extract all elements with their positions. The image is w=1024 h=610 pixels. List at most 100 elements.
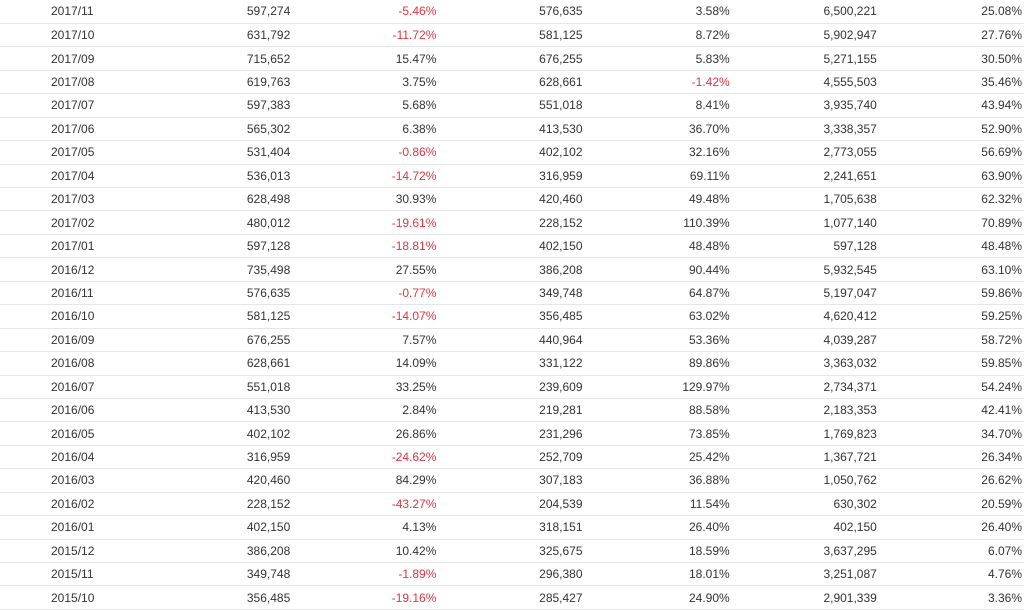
total-cell: 6,500,221	[823, 4, 877, 19]
change-cell: -5.46%	[398, 4, 437, 19]
change-cell: -1.89%	[398, 567, 437, 582]
table-row: 2017/02 480,012 -19.61% 228,152 110.39% 1,077…	[0, 211, 1024, 235]
change-cell: 53.36%	[688, 332, 730, 347]
month-cell: 2017/03	[51, 192, 95, 207]
month-cell: 2015/11	[51, 567, 94, 582]
value-cell: 581,125	[246, 309, 291, 324]
total-cell: 5,197,047	[823, 285, 877, 300]
change-cell: 5.68%	[402, 98, 437, 113]
total-cell: 1,050,762	[823, 473, 877, 488]
change-cell: 59.86%	[981, 285, 1022, 300]
value-cell: 420,460	[246, 473, 291, 488]
change-cell: 7.57%	[402, 332, 437, 347]
value-cell: 581,125	[539, 28, 583, 43]
change-cell: 3.75%	[402, 75, 437, 90]
change-cell: 3.36%	[987, 590, 1022, 605]
change-cell: 36.88%	[688, 473, 730, 488]
change-cell: 30.50%	[981, 51, 1022, 66]
change-cell: -11.72%	[392, 28, 437, 43]
table-row: 2016/11 576,635 -0.77% 349,748 64.87% 5,197,0…	[0, 281, 1024, 305]
change-cell: 25.42%	[688, 450, 730, 465]
value-cell: 576,635	[539, 4, 583, 19]
change-cell: -0.86%	[398, 145, 437, 160]
change-cell: -14.72%	[391, 168, 437, 183]
table-row: 2016/10 581,125 -14.07% 356,485 63.02% 4,620,…	[0, 305, 1024, 329]
value-cell: 565,302	[246, 121, 291, 136]
table-row: 2017/06 565,302 6.38% 413,530 36.70% 3,338,35…	[0, 117, 1024, 141]
month-cell: 2017/02	[51, 215, 95, 230]
table-row: 2015/10 356,485 -19.16% 285,427 24.90% 2,901,…	[0, 586, 1024, 610]
value-cell: 597,128	[246, 239, 291, 254]
month-cell: 2017/08	[51, 75, 95, 90]
change-cell: 89.86%	[688, 356, 730, 371]
change-cell: 90.44%	[688, 262, 730, 277]
change-cell: 15.47%	[395, 51, 437, 66]
change-cell: 24.90%	[688, 590, 730, 605]
change-cell: 59.25%	[981, 309, 1022, 324]
total-cell: 3,935,740	[823, 98, 877, 113]
month-cell: 2015/12	[51, 543, 95, 558]
value-cell: 349,748	[246, 567, 291, 582]
value-cell: 204,539	[539, 496, 583, 511]
value-cell: 536,013	[246, 168, 291, 183]
value-cell: 316,959	[246, 450, 291, 465]
change-cell: 48.48%	[688, 239, 730, 254]
total-cell: 5,271,155	[823, 51, 877, 66]
value-cell: 628,498	[246, 192, 291, 207]
table-row: 2016/09 676,255 7.57% 440,964 53.36% 4,039,28…	[0, 328, 1024, 352]
value-cell: 631,792	[246, 28, 291, 43]
value-cell: 285,427	[539, 590, 583, 605]
total-cell: 2,183,353	[823, 403, 877, 418]
month-cell: 2016/10	[51, 309, 95, 324]
change-cell: 110.39%	[683, 215, 730, 230]
value-cell: 531,404	[246, 145, 291, 160]
change-cell: 33.25%	[395, 379, 437, 394]
change-cell: 58.72%	[981, 332, 1022, 347]
value-cell: 386,208	[246, 543, 291, 558]
change-cell: 8.41%	[695, 98, 730, 113]
change-cell: 70.89%	[981, 215, 1022, 230]
total-cell: 3,637,295	[823, 543, 877, 558]
change-cell: 84.29%	[395, 473, 437, 488]
value-cell: 413,530	[246, 403, 291, 418]
change-cell: 69.11%	[689, 168, 730, 183]
change-cell: -1.42%	[691, 75, 730, 90]
change-cell: 64.87%	[688, 285, 730, 300]
change-cell: 52.90%	[981, 121, 1022, 136]
table-row: 2015/11 349,748 -1.89% 296,380 18.01% 3,251,0…	[0, 563, 1024, 586]
total-cell: 597,128	[833, 239, 877, 254]
table-row: 2017/11 597,274 -5.46% 576,635 3.58% 6,500,22…	[0, 0, 1024, 24]
value-cell: 597,383	[246, 98, 291, 113]
value-cell: 318,151	[539, 520, 583, 535]
value-cell: 402,150	[246, 520, 291, 535]
value-cell: 619,763	[246, 75, 291, 90]
value-cell: 386,208	[539, 262, 583, 277]
month-cell: 2017/06	[51, 121, 95, 136]
change-cell: 88.58%	[688, 403, 730, 418]
change-cell: -0.77%	[398, 285, 437, 300]
value-cell: 628,661	[539, 75, 583, 90]
value-cell: 228,152	[539, 215, 583, 230]
change-cell: 10.42%	[395, 543, 437, 558]
change-cell: 62.32%	[981, 192, 1022, 207]
change-cell: 27.76%	[981, 28, 1022, 43]
month-cell: 2016/09	[51, 332, 95, 347]
total-cell: 4,039,287	[823, 332, 877, 347]
change-cell: 73.85%	[688, 426, 730, 441]
change-cell: 8.72%	[695, 28, 730, 43]
value-cell: 576,635	[246, 285, 291, 300]
month-cell: 2016/11	[51, 285, 94, 300]
total-cell: 3,251,087	[823, 567, 877, 582]
change-cell: 63.02%	[688, 309, 730, 324]
change-cell: 48.48%	[981, 239, 1022, 254]
month-cell: 2017/07	[51, 98, 95, 113]
change-cell: 59.85%	[981, 356, 1022, 371]
value-cell: 551,018	[539, 98, 583, 113]
month-cell: 2015/10	[51, 590, 95, 605]
total-cell: 5,932,545	[823, 262, 877, 277]
change-cell: 5.83%	[695, 51, 730, 66]
value-cell: 231,296	[539, 426, 583, 441]
value-cell: 440,964	[539, 332, 583, 347]
change-cell: 63.90%	[981, 168, 1022, 183]
